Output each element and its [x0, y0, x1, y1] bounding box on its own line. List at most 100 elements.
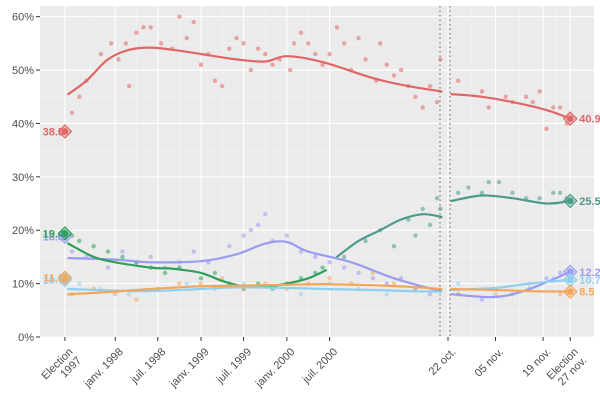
poll-point: [263, 212, 268, 217]
x-tick-label-line: 22 oct.: [427, 346, 459, 378]
poll-point: [370, 276, 376, 281]
period-divider: [439, 6, 451, 337]
poll-point: [123, 41, 129, 46]
election-2001-label: 12.2: [579, 267, 600, 279]
poll-point: [177, 281, 182, 286]
poll-point: [148, 25, 153, 30]
poll-point: [334, 25, 340, 30]
y-tick-label: 10%: [12, 279, 34, 291]
poll-point: [537, 89, 542, 94]
poll-point: [69, 249, 75, 254]
election-1997-label: 11.1: [43, 273, 64, 285]
poll-point: [356, 35, 361, 41]
poll-point: [126, 83, 132, 89]
x-tick-label: 05 nov.: [473, 346, 506, 379]
poll-point: [327, 276, 332, 281]
poll-point: [363, 238, 368, 244]
y-tick-label: 60%: [12, 12, 34, 24]
election-2001-label: 25.5: [579, 196, 600, 208]
poll-point: [327, 260, 332, 265]
x-tick-label-line: juil. 1999: [214, 346, 254, 386]
poll-point: [523, 94, 529, 99]
poll-point: [427, 83, 433, 89]
poll-point: [134, 297, 139, 302]
poll-point: [77, 94, 82, 99]
poll-point: [510, 190, 515, 196]
poll-point: [434, 195, 440, 201]
trend-line: [67, 240, 443, 293]
x-tick-label: juil. 1998: [128, 346, 168, 386]
poll-point: [248, 228, 254, 233]
poll-point: [298, 249, 304, 254]
poll-point: [91, 244, 96, 249]
x-tick-label-line: 05 nov.: [473, 346, 506, 379]
poll-point: [241, 41, 246, 46]
poll-point: [116, 57, 121, 62]
poll-point: [227, 244, 232, 249]
election-1997-label: 10.7: [43, 275, 64, 287]
poll-point: [391, 73, 397, 78]
trend-line: [450, 93, 572, 120]
poll-point: [77, 238, 82, 244]
election-labels: 38.540.925.518.812.219.410.7 10.711.18.5: [43, 114, 600, 299]
poll-point: [234, 35, 239, 41]
poll-point: [455, 78, 461, 83]
x-tick-label: janv. 1999: [167, 346, 212, 391]
poll-point: [479, 297, 485, 302]
election-1997-label: 19.4: [43, 228, 65, 240]
election-1997-label: 18.8: [43, 232, 64, 244]
election-result-dot: [566, 268, 574, 276]
poll-point: [420, 105, 425, 110]
x-tick-label-line: juil. 2000: [300, 346, 340, 386]
poll-point: [320, 62, 325, 67]
election-result-dot: [566, 115, 574, 122]
trend-line: [67, 242, 327, 289]
y-tick-label: 50%: [12, 65, 34, 77]
poll-point: [306, 41, 311, 46]
poll-point: [126, 292, 132, 297]
x-tick-label-line: juil. 1998: [128, 346, 168, 386]
y-axis: 0% 10% 20% 30% 40% 50% 60%: [12, 12, 40, 344]
poll-point: [486, 105, 491, 110]
poll-point: [544, 276, 549, 281]
poll-point: [113, 292, 118, 297]
poll-point: [537, 195, 542, 201]
poll-point: [557, 270, 563, 276]
poll-point: [98, 51, 104, 57]
poll-point: [313, 254, 318, 260]
poll-point: [105, 265, 111, 270]
poll-point: [557, 190, 563, 196]
poll-point: [327, 51, 332, 57]
poll-point: [486, 179, 491, 185]
x-tick-label: janv. 1998: [81, 346, 126, 391]
poll-point: [255, 46, 261, 51]
poll-point: [320, 265, 325, 270]
poll-point: [120, 249, 125, 254]
poll-point: [363, 57, 368, 62]
x-tick-label-line: janv. 2000: [253, 346, 298, 391]
poll-point: [391, 281, 397, 286]
election-1997-label: 38.5: [43, 126, 64, 138]
poll-point: [141, 25, 146, 30]
y-tick-label: 20%: [12, 225, 34, 237]
poll-point: [77, 281, 82, 286]
poll-point: [134, 30, 139, 35]
trend-lines: [67, 46, 572, 299]
poll-point: [455, 281, 461, 286]
y-tick-label: 40%: [12, 118, 34, 130]
trend-line: [67, 282, 443, 296]
poll-point: [270, 62, 275, 67]
election-result-dot: [61, 230, 69, 237]
election-result-dot: [61, 128, 69, 135]
poll-point: [263, 51, 268, 57]
poll-point: [298, 292, 304, 297]
y-tick-label: 30%: [12, 172, 34, 184]
x-tick-label: 22 oct.: [427, 346, 459, 378]
poll-point: [227, 46, 232, 51]
plot-panel: [40, 6, 594, 337]
poll-point: [158, 41, 164, 46]
poll-point: [479, 190, 485, 196]
poll-point: [557, 105, 563, 110]
poll-point: [530, 99, 536, 105]
poll-point: [356, 270, 361, 276]
